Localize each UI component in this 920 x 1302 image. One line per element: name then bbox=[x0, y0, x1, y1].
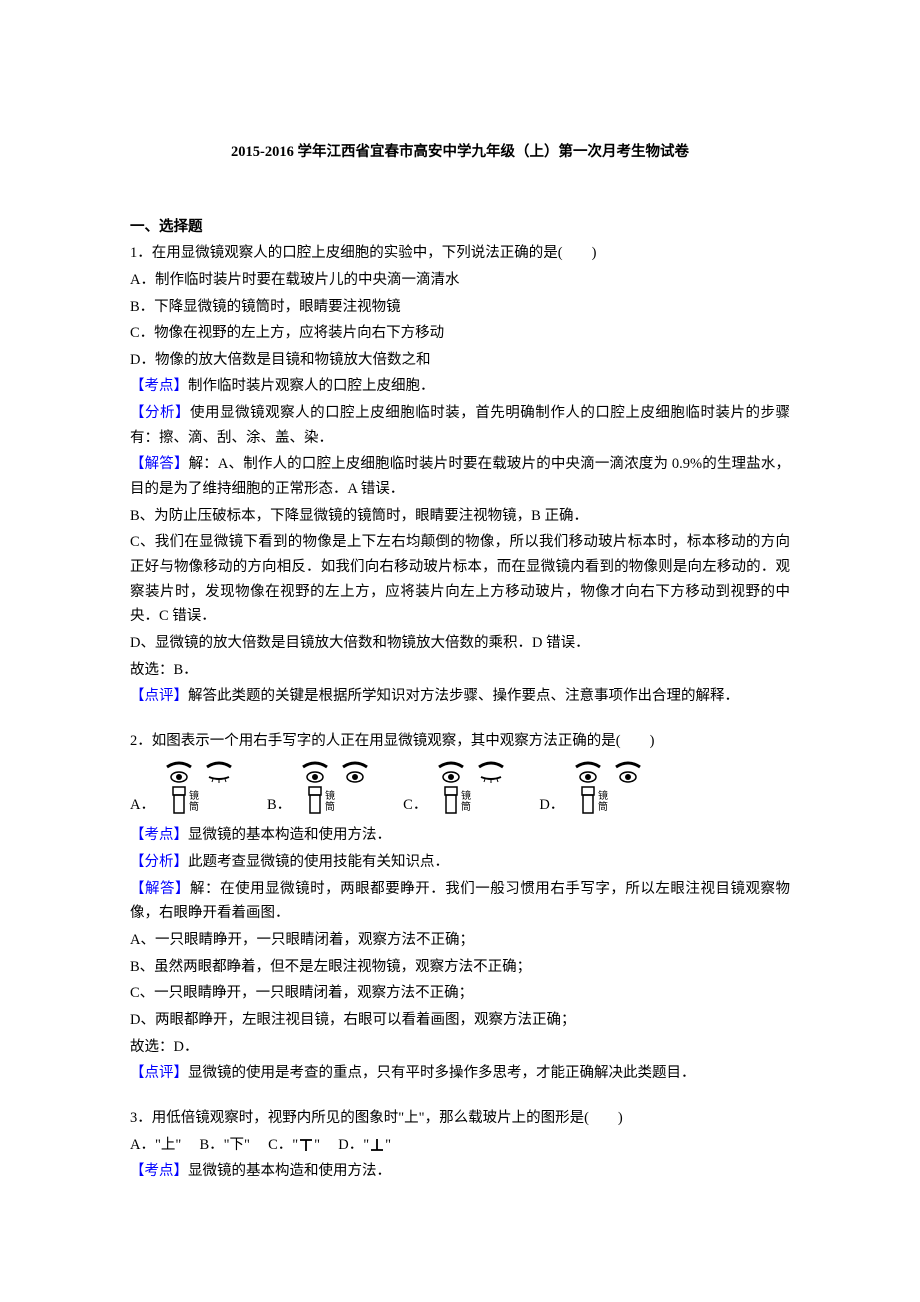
q2-kaodian: 【考点】显微镜的基本构造和使用方法． bbox=[130, 823, 790, 848]
q3-options: A．"上" B．"下" C．" " D．" " bbox=[130, 1133, 790, 1158]
q1-jieda1-text: 解：A、制作人的口腔上皮细胞临时装片时要在载玻片的中央滴一滴浓度为 0.9%的生… bbox=[130, 456, 790, 497]
q1-jieda2: B、为防止压破标本，下降显微镜的镜筒时，眼睛要注视物镜，B 正确． bbox=[130, 504, 790, 529]
q2-jieda2: A、一只眼睛睁开，一只眼睛闭着，观察方法不正确； bbox=[130, 928, 790, 953]
kaodian-label: 【考点】 bbox=[130, 827, 188, 843]
svg-text:镜: 镜 bbox=[189, 789, 199, 802]
opt-label-d: D． bbox=[539, 793, 564, 818]
q2-options-row: A． 镜 筒 B． bbox=[130, 757, 790, 817]
q2-opt-c: C． 镜 筒 bbox=[403, 757, 511, 817]
q2-jieda1: 【解答】解：在使用显微镜时，两眼都要睁开．我们一般习惯用右手写字，所以左眼注视目… bbox=[130, 877, 790, 926]
q1-fenxi-text: 使用显微镜观察人的口腔上皮细胞临时装，首先明确制作人的口腔上皮细胞临时装片的步骤… bbox=[130, 405, 790, 446]
q2-gu: 故选：D． bbox=[130, 1035, 790, 1060]
q2-jieda5: D、两眼都睁开，左眼注视目镜，右眼可以看着画图，观察方法正确； bbox=[130, 1008, 790, 1033]
q1-kaodian: 【考点】制作临时装片观察人的口腔上皮细胞． bbox=[130, 374, 790, 399]
glyph-c-icon bbox=[298, 1137, 314, 1153]
kaodian-label: 【考点】 bbox=[130, 378, 188, 394]
page-root: 2015-2016 学年江西省宜春市高安中学九年级（上）第一次月考生物试卷 一、… bbox=[0, 0, 920, 1302]
exam-title: 2015-2016 学年江西省宜春市高安中学九年级（上）第一次月考生物试卷 bbox=[130, 140, 790, 165]
q3-stem: 3．用低倍镜观察时，视野内所见的图象时"上"，那么载玻片上的图形是( ) bbox=[130, 1106, 790, 1131]
glyph-d-icon bbox=[369, 1137, 385, 1153]
q1-opt-c: C．物像在视野的左上方，应将装片向右下方移动 bbox=[130, 321, 790, 346]
q2-fenxi: 【分析】此题考查显微镜的使用技能有关知识点． bbox=[130, 850, 790, 875]
q2-jieda4: C、一只眼睛睁开，一只眼睛闭着，观察方法不正确； bbox=[130, 981, 790, 1006]
eye-diagram-b: 镜 筒 bbox=[295, 757, 375, 817]
q2-stem: 2．如图表示一个用右手写字的人正在用显微镜观察，其中观察方法正确的是( ) bbox=[130, 729, 790, 754]
q3-kaodian: 【考点】显微镜的基本构造和使用方法． bbox=[130, 1159, 790, 1184]
q1-opt-b: B．下降显微镜的镜筒时，眼睛要注视物镜 bbox=[130, 295, 790, 320]
spacer bbox=[130, 1088, 790, 1106]
q3-opt-c-pre: C．" bbox=[268, 1137, 298, 1153]
fenxi-label: 【分析】 bbox=[130, 854, 188, 870]
opt-label-c: C． bbox=[403, 793, 427, 818]
eye-diagram-d: 镜 筒 bbox=[568, 757, 648, 817]
q2-jieda3: B、虽然两眼都睁着，但不是左眼注视物镜，观察方法不正确； bbox=[130, 955, 790, 980]
q1-jieda1: 【解答】解：A、制作人的口腔上皮细胞临时装片时要在载玻片的中央滴一滴浓度为 0.… bbox=[130, 452, 790, 501]
svg-text:镜: 镜 bbox=[461, 789, 471, 802]
q1-jieda3: C、我们在显微镜下看到的物像是上下左右均颠倒的物像，所以我们移动玻片标本时，标本… bbox=[130, 530, 790, 629]
eye-diagram-c: 镜 筒 bbox=[431, 757, 511, 817]
q3-opt-d-post: " bbox=[385, 1137, 391, 1153]
opt-label-b: B． bbox=[267, 793, 291, 818]
dianping-label: 【点评】 bbox=[130, 688, 188, 704]
q2-opt-a: A． 镜 筒 bbox=[130, 757, 239, 817]
q2-jieda1-text: 解：在使用显微镜时，两眼都要睁开．我们一般习惯用右手写字，所以左眼注视目镜观察物… bbox=[130, 881, 790, 922]
q2-dianping: 【点评】显微镜的使用是考查的重点，只有平时多操作多思考，才能正确解决此类题目． bbox=[130, 1061, 790, 1086]
q2-opt-d: D． 镜 筒 bbox=[539, 757, 648, 817]
q3-opt-d-pre: D．" bbox=[338, 1137, 369, 1153]
q1-kaodian-text: 制作临时装片观察人的口腔上皮细胞． bbox=[188, 378, 435, 394]
spacer bbox=[130, 711, 790, 729]
q2-opt-b: B． 镜 筒 bbox=[267, 757, 375, 817]
q3-opt-b: B．"下" bbox=[199, 1137, 250, 1153]
q1-gu: 故选：B． bbox=[130, 658, 790, 683]
jieda-label: 【解答】 bbox=[130, 456, 189, 472]
svg-text:镜: 镜 bbox=[325, 789, 335, 802]
jieda-label: 【解答】 bbox=[130, 881, 190, 897]
svg-text:筒: 筒 bbox=[325, 800, 335, 813]
svg-text:筒: 筒 bbox=[598, 800, 608, 813]
dianping-label: 【点评】 bbox=[130, 1065, 188, 1081]
q2-fenxi-text: 此题考查显微镜的使用技能有关知识点． bbox=[188, 854, 449, 870]
kaodian-label: 【考点】 bbox=[130, 1163, 188, 1179]
svg-text:筒: 筒 bbox=[461, 800, 471, 813]
section-heading: 一、选择题 bbox=[130, 215, 790, 240]
q3-opt-c-post: " bbox=[314, 1137, 320, 1153]
opt-label-a: A． bbox=[130, 793, 155, 818]
q1-stem: 1．在用显微镜观察人的口腔上皮细胞的实验中，下列说法正确的是( ) bbox=[130, 241, 790, 266]
q3-opt-a: A．"上" bbox=[130, 1137, 181, 1153]
q1-dianping-text: 解答此类题的关键是根据所学知识对方法步骤、操作要点、注意事项作出合理的解释． bbox=[188, 688, 739, 704]
q2-dianping-text: 显微镜的使用是考查的重点，只有平时多操作多思考，才能正确解决此类题目． bbox=[188, 1065, 696, 1081]
q1-fenxi: 【分析】使用显微镜观察人的口腔上皮细胞临时装，首先明确制作人的口腔上皮细胞临时装… bbox=[130, 401, 790, 450]
svg-text:镜: 镜 bbox=[598, 789, 608, 802]
q3-kaodian-text: 显微镜的基本构造和使用方法． bbox=[188, 1163, 391, 1179]
q1-jieda4: D、显微镜的放大倍数是目镜放大倍数和物镜放大倍数的乘积．D 错误． bbox=[130, 631, 790, 656]
q1-dianping: 【点评】解答此类题的关键是根据所学知识对方法步骤、操作要点、注意事项作出合理的解… bbox=[130, 684, 790, 709]
q1-opt-d: D．物像的放大倍数是目镜和物镜放大倍数之和 bbox=[130, 348, 790, 373]
q1-opt-a: A．制作临时装片时要在载玻片儿的中央滴一滴清水 bbox=[130, 268, 790, 293]
fenxi-label: 【分析】 bbox=[130, 405, 190, 421]
eye-diagram-a: 镜 筒 bbox=[159, 757, 239, 817]
q2-kaodian-text: 显微镜的基本构造和使用方法． bbox=[188, 827, 391, 843]
svg-text:筒: 筒 bbox=[189, 800, 199, 813]
